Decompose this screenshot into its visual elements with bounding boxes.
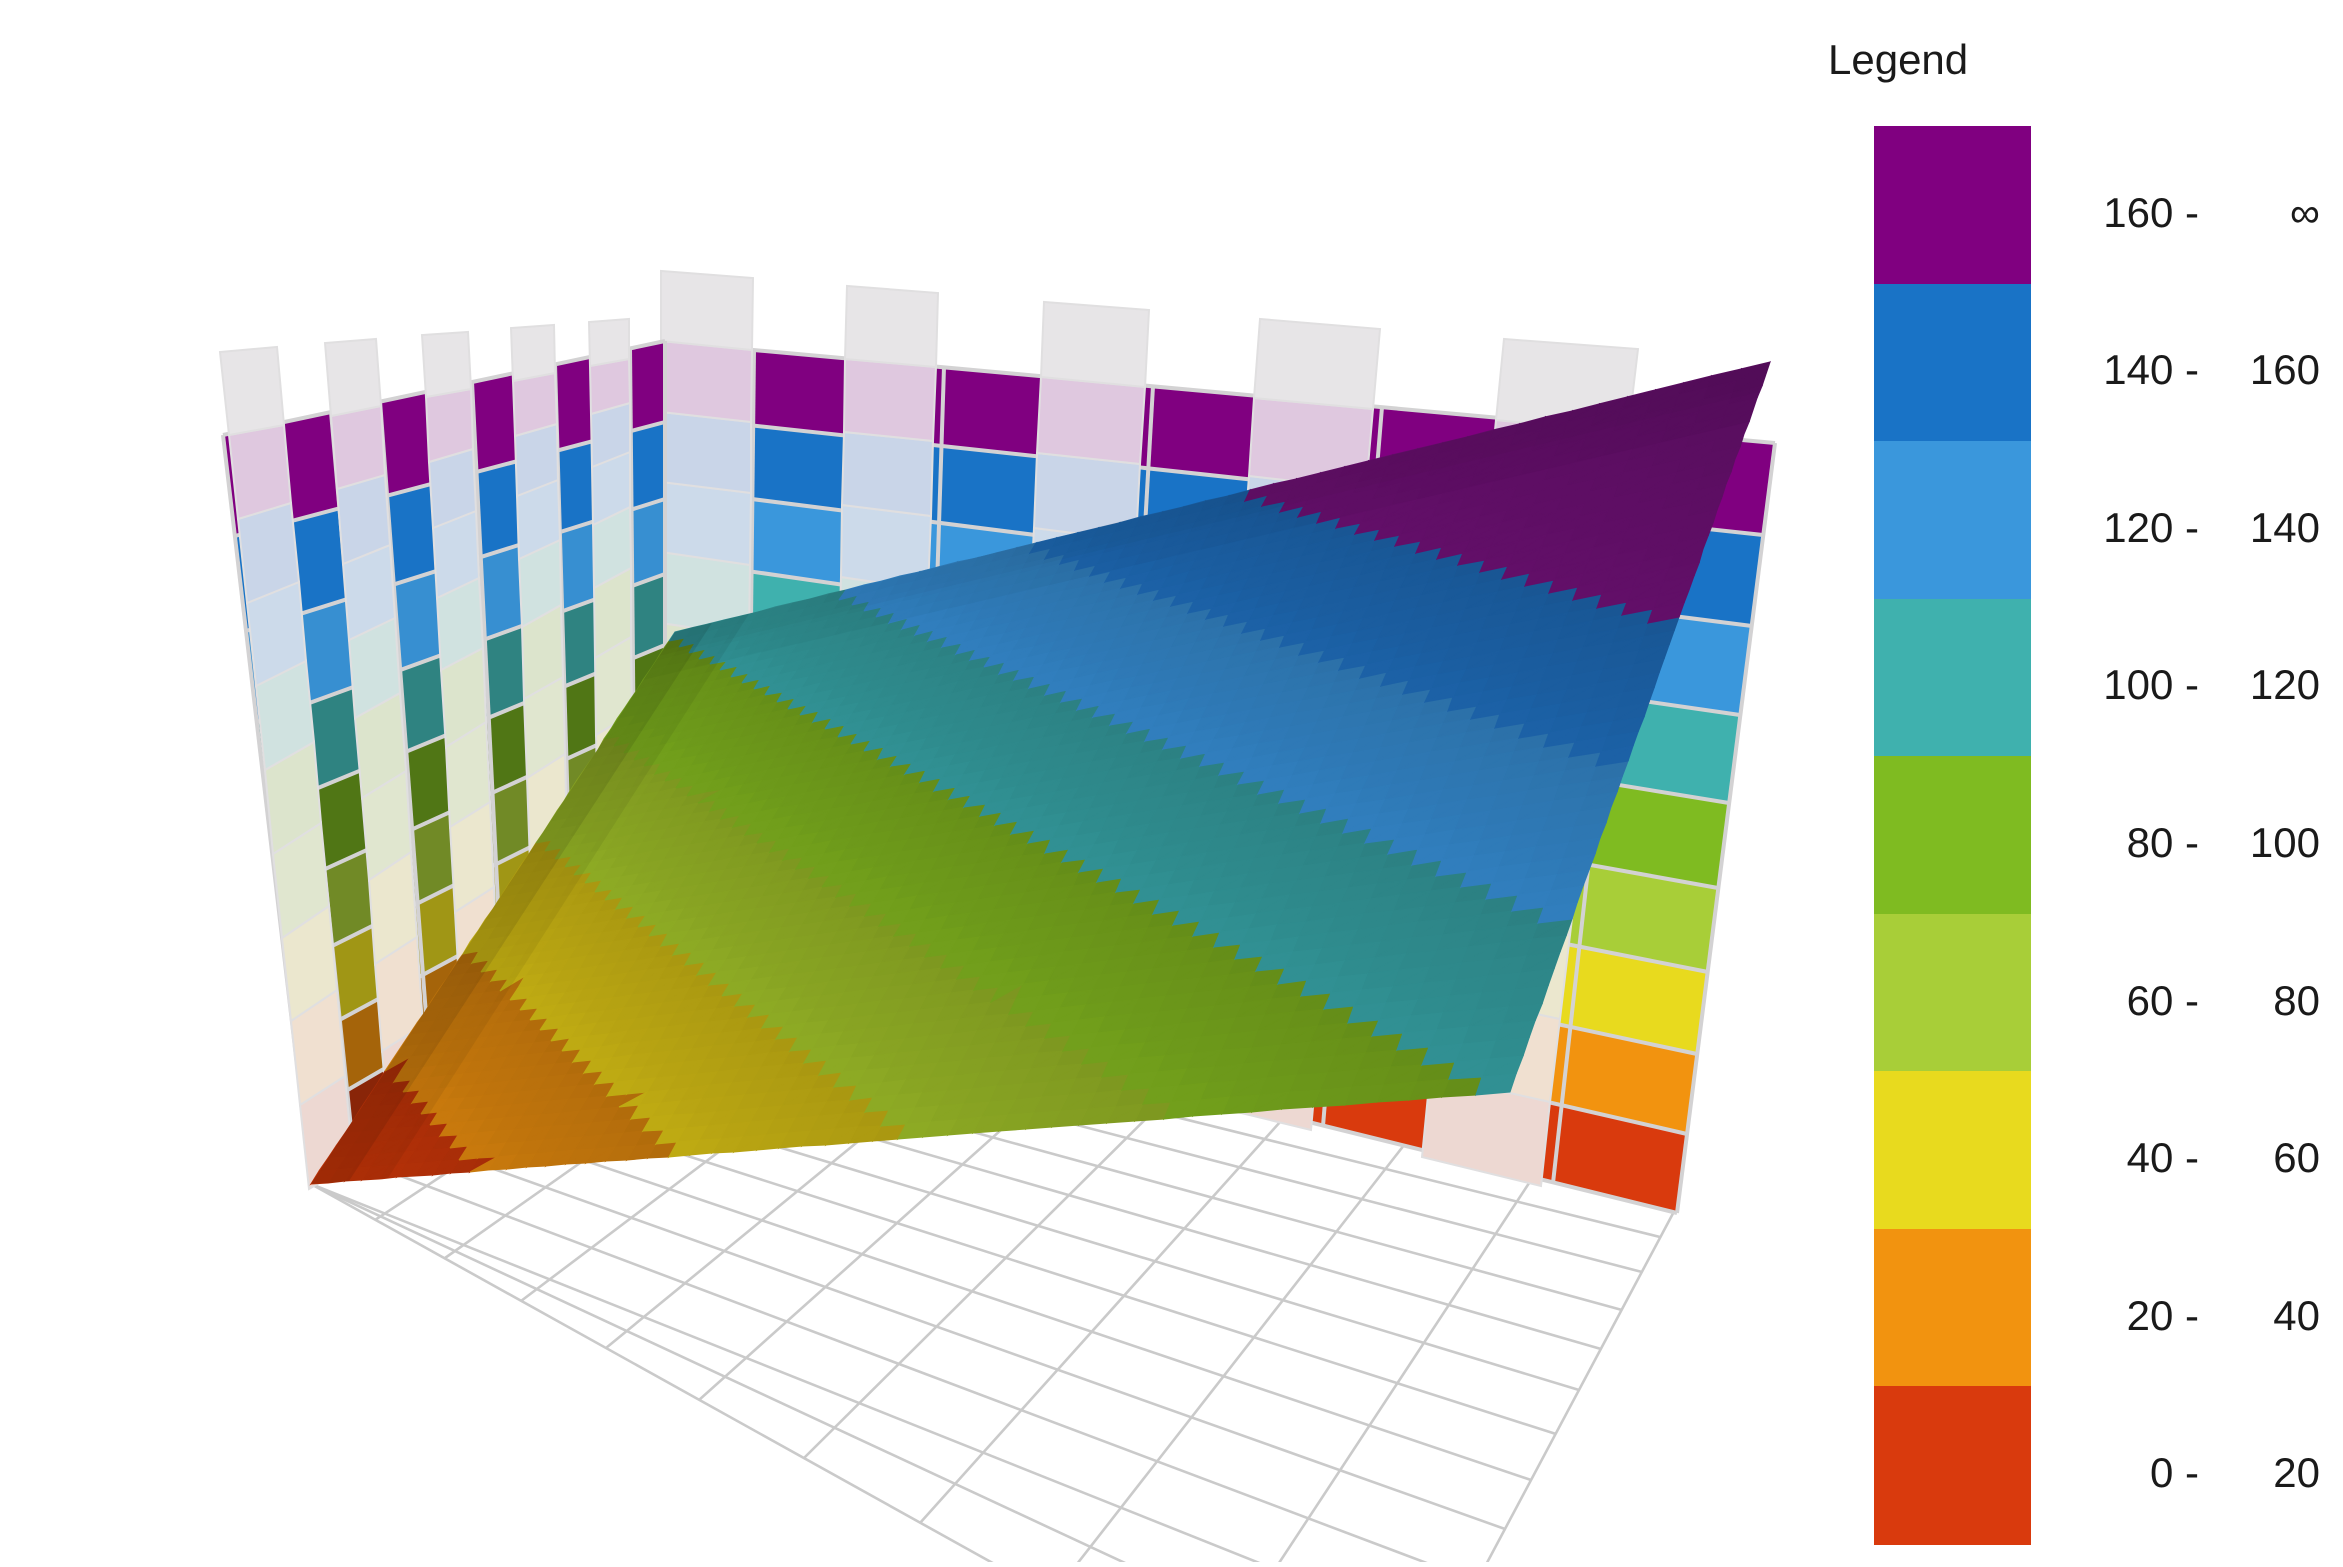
svg-text:40: 40 <box>2273 1292 2320 1339</box>
svg-text:100 -: 100 - <box>2103 661 2199 708</box>
svg-text:∞: ∞ <box>2290 189 2320 236</box>
svg-text:100: 100 <box>2250 819 2320 866</box>
svg-text:140: 140 <box>2250 504 2320 551</box>
svg-text:60: 60 <box>2273 1134 2320 1181</box>
svg-text:0 -: 0 - <box>2150 1449 2199 1496</box>
svg-text:160: 160 <box>2250 346 2320 393</box>
svg-text:60 -: 60 - <box>2127 977 2199 1024</box>
svg-text:20: 20 <box>2273 1449 2320 1496</box>
svg-text:40 -: 40 - <box>2127 1134 2199 1181</box>
svg-text:80 -: 80 - <box>2127 819 2199 866</box>
svg-text:120: 120 <box>2250 661 2320 708</box>
svg-text:160 -: 160 - <box>2103 189 2199 236</box>
svg-text:20 -: 20 - <box>2127 1292 2199 1339</box>
svg-text:80: 80 <box>2273 977 2320 1024</box>
svg-text:120 -: 120 - <box>2103 504 2199 551</box>
svg-text:140 -: 140 - <box>2103 346 2199 393</box>
svg-text:Legend: Legend <box>1828 36 1968 83</box>
